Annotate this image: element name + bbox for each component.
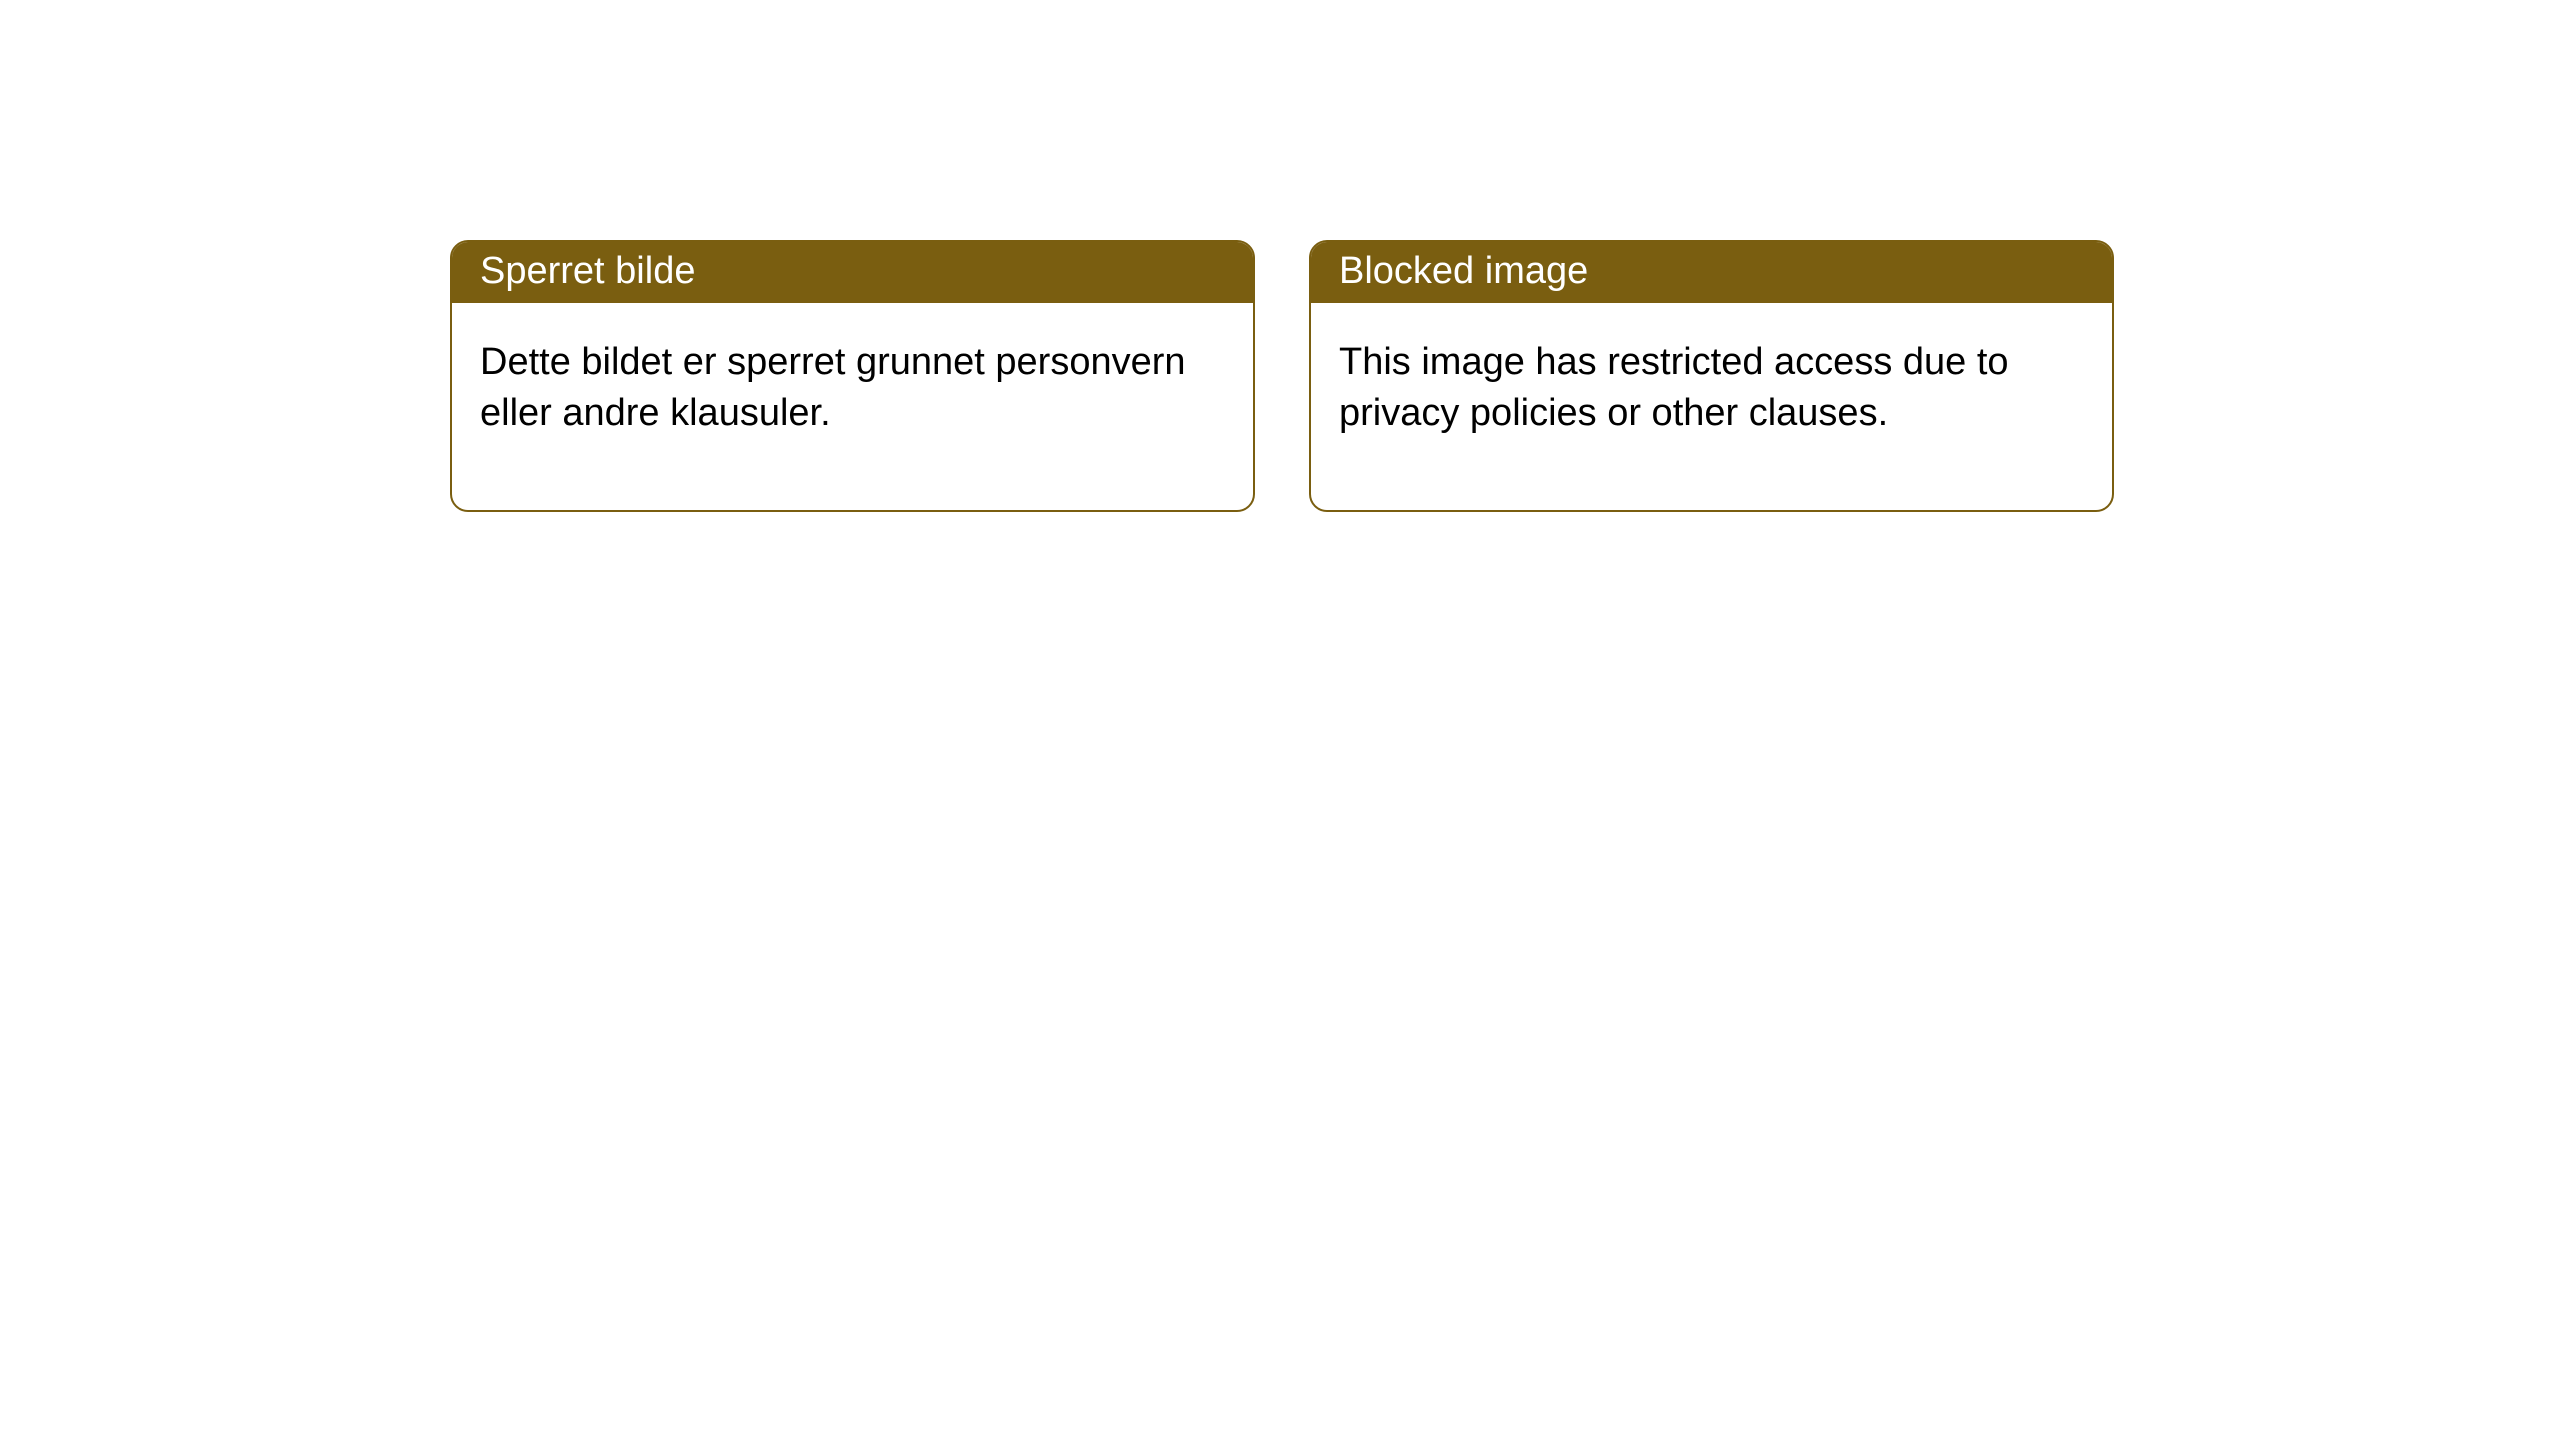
notice-card-norwegian: Sperret bilde Dette bildet er sperret gr…	[450, 240, 1255, 512]
notice-card-title: Blocked image	[1311, 242, 2112, 303]
notice-card-body: This image has restricted access due to …	[1311, 303, 2112, 510]
notice-card-body: Dette bildet er sperret grunnet personve…	[452, 303, 1253, 510]
notice-card-title: Sperret bilde	[452, 242, 1253, 303]
notice-cards-row: Sperret bilde Dette bildet er sperret gr…	[450, 240, 2560, 512]
notice-card-english: Blocked image This image has restricted …	[1309, 240, 2114, 512]
